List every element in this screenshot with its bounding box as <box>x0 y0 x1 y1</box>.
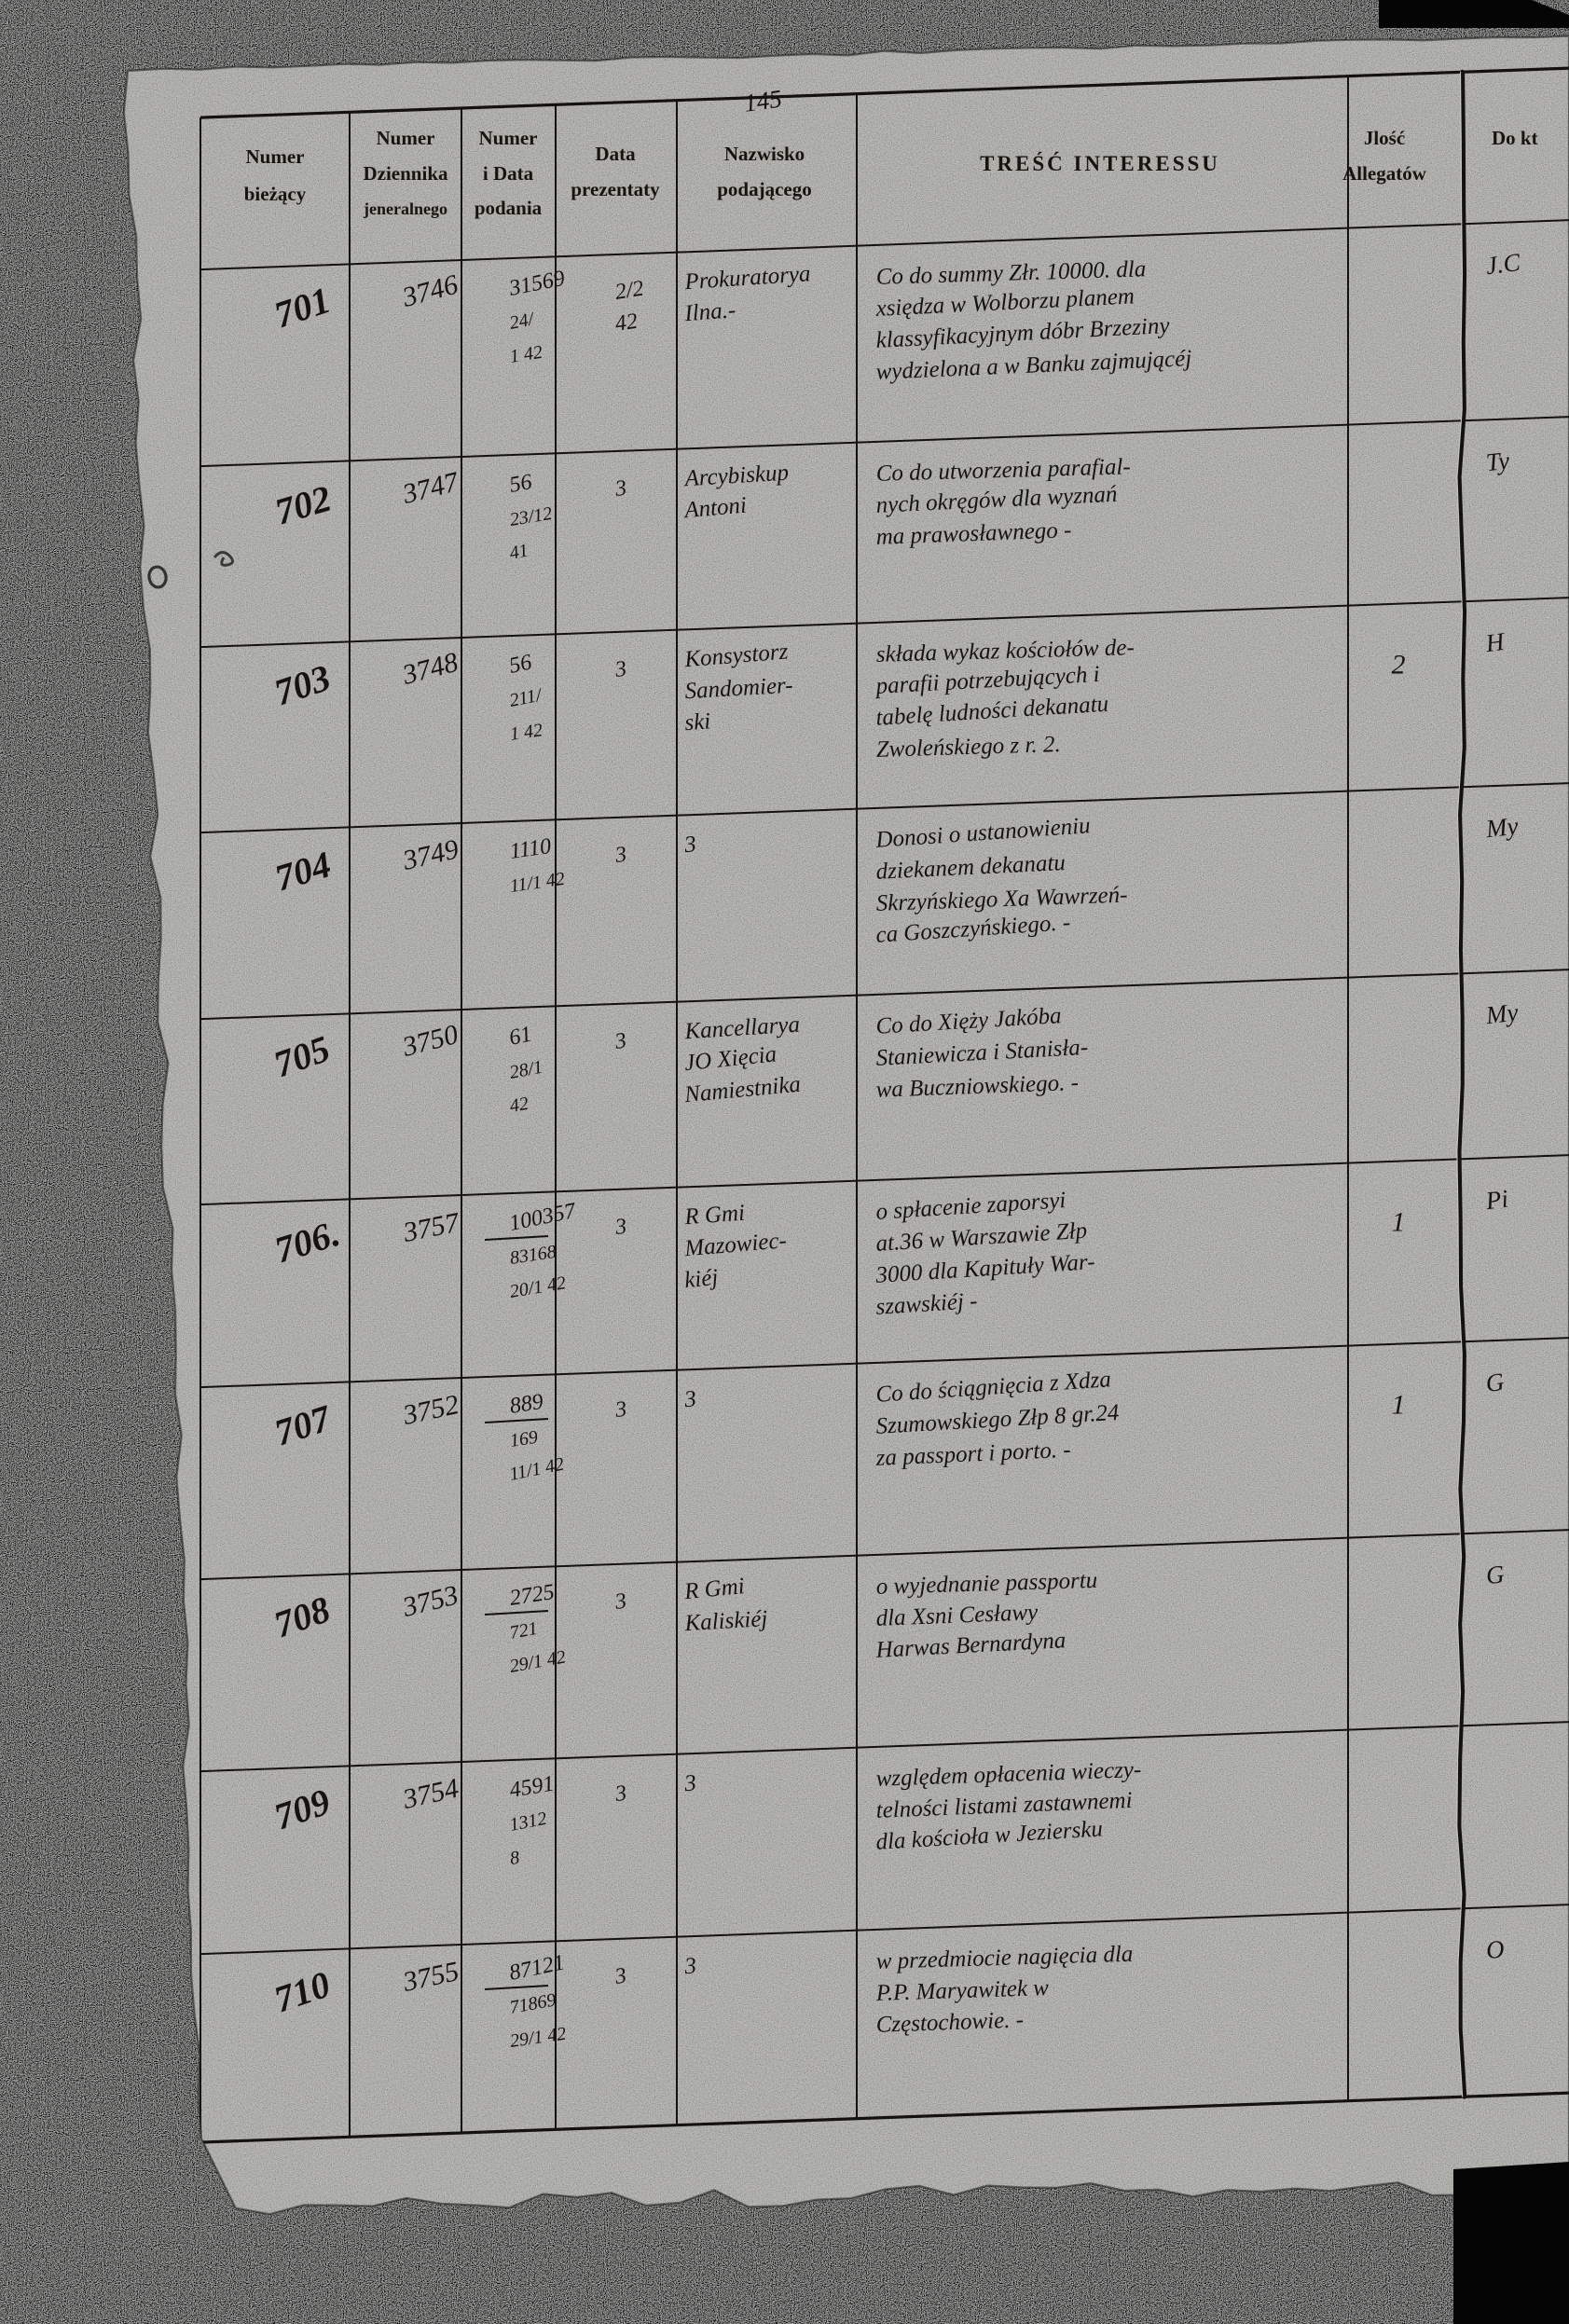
svg-text:G: G <box>1484 1368 1506 1397</box>
svg-text:i Data: i Data <box>483 162 534 185</box>
svg-text:3: 3 <box>682 832 697 858</box>
svg-text:3: 3 <box>682 1953 697 1979</box>
svg-text:ski: ski <box>683 708 711 736</box>
svg-text:2: 2 <box>1392 650 1406 681</box>
svg-text:kiéj: kiéj <box>683 1265 720 1293</box>
svg-text:Data: Data <box>595 143 636 165</box>
svg-text:Pi: Pi <box>1483 1184 1510 1215</box>
svg-text:889: 889 <box>508 1390 545 1419</box>
svg-text:podającego: podającego <box>717 178 812 200</box>
svg-text:R Gmi: R Gmi <box>682 1201 745 1231</box>
svg-text:My: My <box>1483 997 1520 1029</box>
svg-text:Numer: Numer <box>479 127 538 149</box>
svg-text:1: 1 <box>1392 1390 1406 1421</box>
svg-text:169: 169 <box>508 1427 539 1451</box>
svg-text:2/2: 2/2 <box>613 276 645 304</box>
svg-text:41: 41 <box>508 540 530 564</box>
svg-text:Numer: Numer <box>246 145 305 168</box>
svg-text:Ty: Ty <box>1484 447 1510 476</box>
svg-text:O: O <box>1485 1934 1506 1964</box>
svg-text:3: 3 <box>682 1386 697 1412</box>
svg-text:Numer: Numer <box>377 127 435 149</box>
svg-text:podania: podania <box>475 197 543 219</box>
svg-text:prezentaty: prezentaty <box>571 178 660 200</box>
svg-text:G: G <box>1484 1560 1506 1589</box>
svg-text:Częstochowie. -: Częstochowie. - <box>875 2007 1024 2038</box>
svg-text:Jlość: Jlość <box>1364 127 1405 149</box>
svg-text:1: 1 <box>1392 1207 1406 1238</box>
svg-text:jeneralnego: jeneralnego <box>363 199 447 218</box>
svg-text:TREŚĆ INTERESSU: TREŚĆ INTERESSU <box>980 151 1220 175</box>
svg-text:J.C: J.C <box>1484 248 1522 280</box>
svg-text:3: 3 <box>682 1770 697 1796</box>
svg-text:Kaliskiéj: Kaliskiéj <box>683 1606 768 1636</box>
svg-text:56: 56 <box>507 470 533 498</box>
svg-text:Allegatów: Allegatów <box>1342 162 1427 185</box>
svg-text:Ilna.-: Ilna.- <box>682 297 736 326</box>
svg-text:42: 42 <box>613 309 640 337</box>
svg-text:Do kt: Do kt <box>1492 127 1538 149</box>
svg-text:Dziennika: Dziennika <box>363 162 448 185</box>
svg-text:My: My <box>1483 812 1520 844</box>
svg-text:42: 42 <box>508 1093 530 1117</box>
svg-text:145: 145 <box>742 84 783 117</box>
svg-text:bieżący: bieżący <box>244 183 307 205</box>
svg-text:Nazwisko: Nazwisko <box>724 143 805 165</box>
